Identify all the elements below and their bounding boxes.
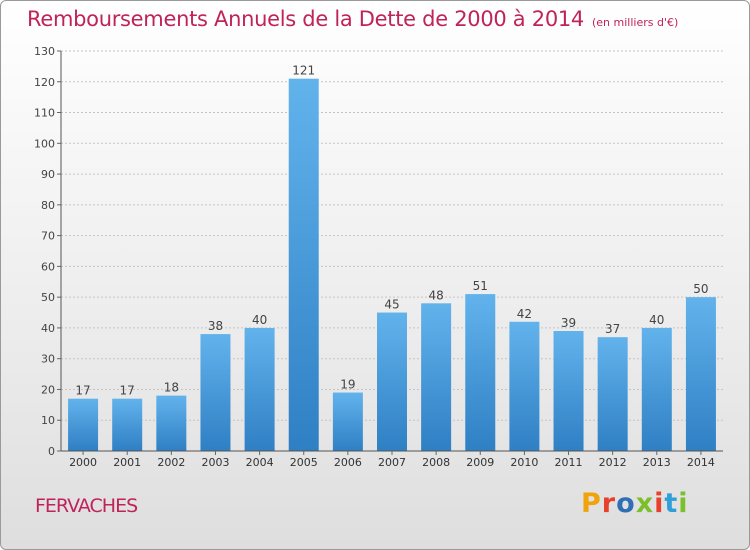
data-label: 121	[292, 64, 315, 78]
bars	[68, 78, 716, 451]
bar-2005	[288, 78, 319, 451]
y-tick-label: 70	[41, 230, 55, 243]
data-label: 45	[384, 298, 399, 312]
data-label: 39	[561, 316, 576, 330]
x-tick-label: 2014	[687, 456, 715, 469]
bar-2008	[421, 303, 452, 451]
bar-2003	[200, 334, 231, 451]
bar-2000	[68, 398, 99, 451]
data-label: 38	[208, 319, 223, 333]
logo-letter: i	[678, 488, 689, 519]
x-tick-label: 2006	[334, 456, 362, 469]
axes	[60, 51, 723, 455]
y-tick-label: 0	[48, 445, 55, 458]
data-label: 50	[693, 282, 708, 296]
y-tick-label: 20	[41, 383, 55, 396]
bar-2011	[553, 331, 584, 451]
data-label: 42	[517, 307, 532, 321]
town-name: FERVACHES	[35, 495, 138, 517]
x-tick-label: 2007	[378, 456, 406, 469]
gridlines	[57, 50, 723, 452]
y-tick-label: 50	[41, 291, 55, 304]
y-tick-label: 110	[34, 107, 55, 120]
bar-2012	[597, 337, 628, 451]
data-labels: 17 17 18 38 40 121 19 45 48 51 42 39 37 40 50	[75, 64, 708, 398]
data-label: 51	[473, 279, 488, 293]
x-tick-label: 2002	[157, 456, 185, 469]
x-tick-label: 2011	[555, 456, 583, 469]
logo-letter: P	[581, 488, 602, 519]
x-tick-label: 2005	[290, 456, 318, 469]
chart-title-main: Remboursements Annuels de la Dette de 20…	[27, 7, 584, 31]
data-label: 19	[340, 378, 355, 392]
bar-2009	[465, 294, 496, 451]
bar-2004	[244, 327, 275, 451]
logo-letter: o	[616, 488, 636, 519]
bar-2013	[641, 327, 672, 451]
chart-title-unit: (en milliers d'€)	[592, 16, 679, 29]
x-tick-label: 2008	[422, 456, 450, 469]
data-label: 40	[649, 313, 664, 327]
y-tick-label: 90	[41, 168, 55, 181]
logo-letter: t	[664, 488, 679, 519]
data-label: 17	[120, 384, 135, 398]
x-tick-label: 2000	[69, 456, 97, 469]
logo-letter: r	[601, 488, 617, 519]
y-tick-label: 100	[34, 137, 55, 150]
bar-2001	[112, 398, 143, 451]
x-tick-label: 2009	[466, 456, 494, 469]
y-tick-label: 130	[34, 45, 55, 58]
bar-2014	[685, 297, 716, 451]
bar-2007	[377, 312, 407, 451]
proxiti-logo: Proxiti	[581, 488, 689, 519]
x-tick-label: 2012	[599, 456, 627, 469]
x-tick-labels: 2000 2001 2002 2003 2004 2005 2006 2007 2008 2009…	[69, 456, 715, 469]
data-label: 37	[605, 322, 620, 336]
y-tick-labels: 0 10 20 30 40 50 60 70 80 90 100 110 120 130	[34, 45, 55, 458]
logo-letter: x	[635, 488, 655, 519]
bar-2010	[509, 321, 540, 451]
y-tick-label: 30	[41, 353, 55, 366]
data-label: 40	[252, 313, 267, 327]
bar-2006	[332, 392, 363, 451]
y-tick-label: 120	[34, 76, 55, 89]
data-label: 48	[428, 288, 443, 302]
y-tick-label: 40	[41, 322, 55, 335]
data-label: 18	[164, 381, 179, 395]
x-tick-label: 2001	[113, 456, 141, 469]
y-tick-label: 80	[41, 199, 55, 212]
x-tick-label: 2010	[510, 456, 538, 469]
data-label: 17	[75, 384, 90, 398]
x-tick-label: 2013	[643, 456, 671, 469]
bar-2002	[156, 395, 187, 451]
x-tick-label: 2003	[201, 456, 229, 469]
x-tick-label: 2004	[246, 456, 274, 469]
logo-letter: i	[654, 488, 665, 519]
y-tick-label: 60	[41, 260, 55, 273]
chart-title: Remboursements Annuels de la Dette de 20…	[27, 7, 678, 31]
y-tick-label: 10	[41, 414, 55, 427]
